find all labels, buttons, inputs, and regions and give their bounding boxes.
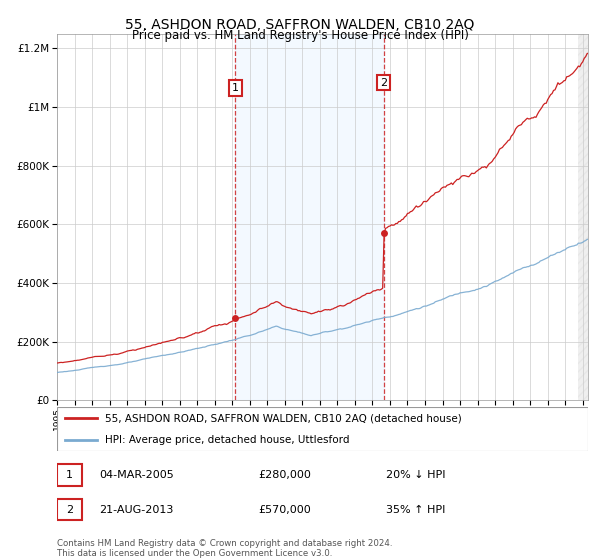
Text: 2: 2 [380,78,387,87]
Text: £280,000: £280,000 [259,470,311,479]
Text: 1: 1 [66,470,73,479]
Text: 1: 1 [232,83,239,93]
Text: HPI: Average price, detached house, Uttlesford: HPI: Average price, detached house, Uttl… [105,435,349,445]
Bar [57,464,82,486]
Text: 55, ASHDON ROAD, SAFFRON WALDEN, CB10 2AQ: 55, ASHDON ROAD, SAFFRON WALDEN, CB10 2A… [125,18,475,32]
Bar [578,34,588,400]
Text: 21-AUG-2013: 21-AUG-2013 [100,505,174,515]
Bar [57,498,82,520]
Text: £570,000: £570,000 [259,505,311,515]
Text: Price paid vs. HM Land Registry's House Price Index (HPI): Price paid vs. HM Land Registry's House … [131,29,469,42]
Text: 2: 2 [66,505,73,515]
Text: 35% ↑ HPI: 35% ↑ HPI [386,505,446,515]
Text: 04-MAR-2005: 04-MAR-2005 [100,470,174,479]
Text: 20% ↓ HPI: 20% ↓ HPI [386,470,446,479]
Text: 55, ASHDON ROAD, SAFFRON WALDEN, CB10 2AQ (detached house): 55, ASHDON ROAD, SAFFRON WALDEN, CB10 2A… [105,413,461,423]
Bar [235,34,383,400]
Text: Contains HM Land Registry data © Crown copyright and database right 2024.
This d: Contains HM Land Registry data © Crown c… [57,539,392,558]
